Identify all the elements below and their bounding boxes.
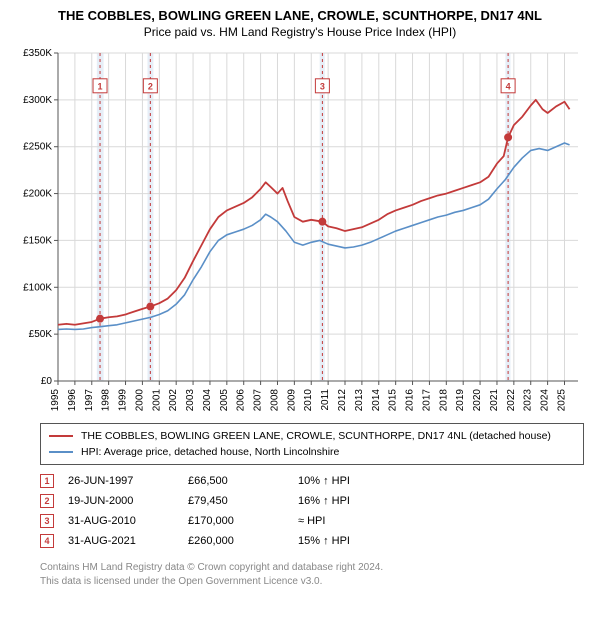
svg-text:£300K: £300K: [23, 95, 52, 106]
svg-text:1997: 1997: [84, 389, 95, 412]
sale-date: 31-AUG-2010: [68, 511, 188, 531]
svg-text:2015: 2015: [388, 389, 399, 412]
svg-text:£0: £0: [41, 376, 53, 387]
sales-table: 1 26-JUN-1997£66,50010% ↑ HPI 2 19-JUN-2000…: [40, 471, 364, 551]
svg-text:2018: 2018: [438, 389, 449, 412]
svg-text:2006: 2006: [236, 389, 247, 412]
svg-text:2005: 2005: [219, 389, 230, 412]
svg-text:2002: 2002: [168, 389, 179, 412]
svg-text:1: 1: [98, 81, 103, 91]
svg-text:4: 4: [506, 81, 511, 91]
svg-text:2016: 2016: [405, 389, 416, 412]
svg-text:2008: 2008: [269, 389, 280, 412]
attribution-line-1: Contains HM Land Registry data © Crown c…: [40, 561, 584, 575]
legend-swatch: [49, 435, 73, 437]
attribution-line-2: This data is licensed under the Open Gov…: [40, 575, 584, 589]
chart-title: THE COBBLES, BOWLING GREEN LANE, CROWLE,…: [10, 8, 590, 23]
sale-marker: 4: [40, 534, 54, 548]
svg-text:2: 2: [148, 81, 153, 91]
legend-item: THE COBBLES, BOWLING GREEN LANE, CROWLE,…: [49, 428, 575, 444]
svg-text:£50K: £50K: [29, 329, 53, 340]
table-row: 4 31-AUG-2021£260,00015% ↑ HPI: [40, 531, 364, 551]
sale-price: £66,500: [188, 471, 298, 491]
svg-text:2014: 2014: [371, 389, 382, 412]
sale-price: £260,000: [188, 531, 298, 551]
svg-text:£200K: £200K: [23, 189, 52, 200]
sale-date: 31-AUG-2021: [68, 531, 188, 551]
svg-text:2017: 2017: [421, 389, 432, 412]
svg-text:2000: 2000: [134, 389, 145, 412]
svg-text:2001: 2001: [151, 389, 162, 412]
sale-price: £170,000: [188, 511, 298, 531]
sale-price: £79,450: [188, 491, 298, 511]
svg-text:1996: 1996: [67, 389, 78, 412]
svg-text:£350K: £350K: [23, 48, 52, 59]
svg-text:3: 3: [320, 81, 325, 91]
table-row: 1 26-JUN-1997£66,50010% ↑ HPI: [40, 471, 364, 491]
svg-text:1998: 1998: [101, 389, 112, 412]
legend-label: THE COBBLES, BOWLING GREEN LANE, CROWLE,…: [81, 430, 551, 442]
svg-text:1995: 1995: [50, 389, 61, 412]
svg-text:2003: 2003: [185, 389, 196, 412]
line-chart-svg: £0 £50K £100K £150K £200K £250K £300K £350K 1995…: [10, 45, 590, 415]
legend-label: HPI: Average price, detached house, Nort…: [81, 446, 339, 458]
svg-text:2011: 2011: [320, 389, 331, 411]
svg-text:2010: 2010: [303, 389, 314, 412]
sale-date: 19-JUN-2000: [68, 491, 188, 511]
chart-plot-area: £0 £50K £100K £150K £200K £250K £300K £350K 1995…: [10, 45, 590, 415]
legend-item: HPI: Average price, detached house, Nort…: [49, 444, 575, 460]
svg-text:2025: 2025: [556, 389, 567, 412]
table-row: 2 19-JUN-2000£79,45016% ↑ HPI: [40, 491, 364, 511]
sale-date: 26-JUN-1997: [68, 471, 188, 491]
sale-marker: 3: [40, 514, 54, 528]
sale-delta: 16% ↑ HPI: [298, 491, 364, 511]
legend: THE COBBLES, BOWLING GREEN LANE, CROWLE,…: [40, 423, 584, 465]
svg-text:2020: 2020: [472, 389, 483, 412]
svg-text:£150K: £150K: [23, 235, 52, 246]
legend-swatch: [49, 451, 73, 453]
sale-delta: 10% ↑ HPI: [298, 471, 364, 491]
attribution: Contains HM Land Registry data © Crown c…: [40, 561, 584, 589]
svg-text:2007: 2007: [253, 389, 264, 412]
chart-subtitle: Price paid vs. HM Land Registry's House …: [10, 25, 590, 39]
svg-text:2021: 2021: [489, 389, 500, 412]
sale-marker: 2: [40, 494, 54, 508]
table-row: 3 31-AUG-2010£170,000≈ HPI: [40, 511, 364, 531]
svg-text:£250K: £250K: [23, 142, 52, 153]
svg-text:2013: 2013: [354, 389, 365, 412]
svg-text:£100K: £100K: [23, 282, 52, 293]
svg-text:2009: 2009: [286, 389, 297, 412]
sale-marker: 1: [40, 474, 54, 488]
sale-delta: ≈ HPI: [298, 511, 364, 531]
svg-text:2019: 2019: [455, 389, 466, 412]
sale-delta: 15% ↑ HPI: [298, 531, 364, 551]
svg-text:2024: 2024: [540, 389, 551, 412]
svg-text:2012: 2012: [337, 389, 348, 412]
svg-text:1999: 1999: [118, 389, 129, 412]
svg-text:2023: 2023: [523, 389, 534, 412]
chart-container: THE COBBLES, BOWLING GREEN LANE, CROWLE,…: [0, 0, 600, 599]
svg-text:2004: 2004: [202, 389, 213, 412]
svg-text:2022: 2022: [506, 389, 517, 412]
